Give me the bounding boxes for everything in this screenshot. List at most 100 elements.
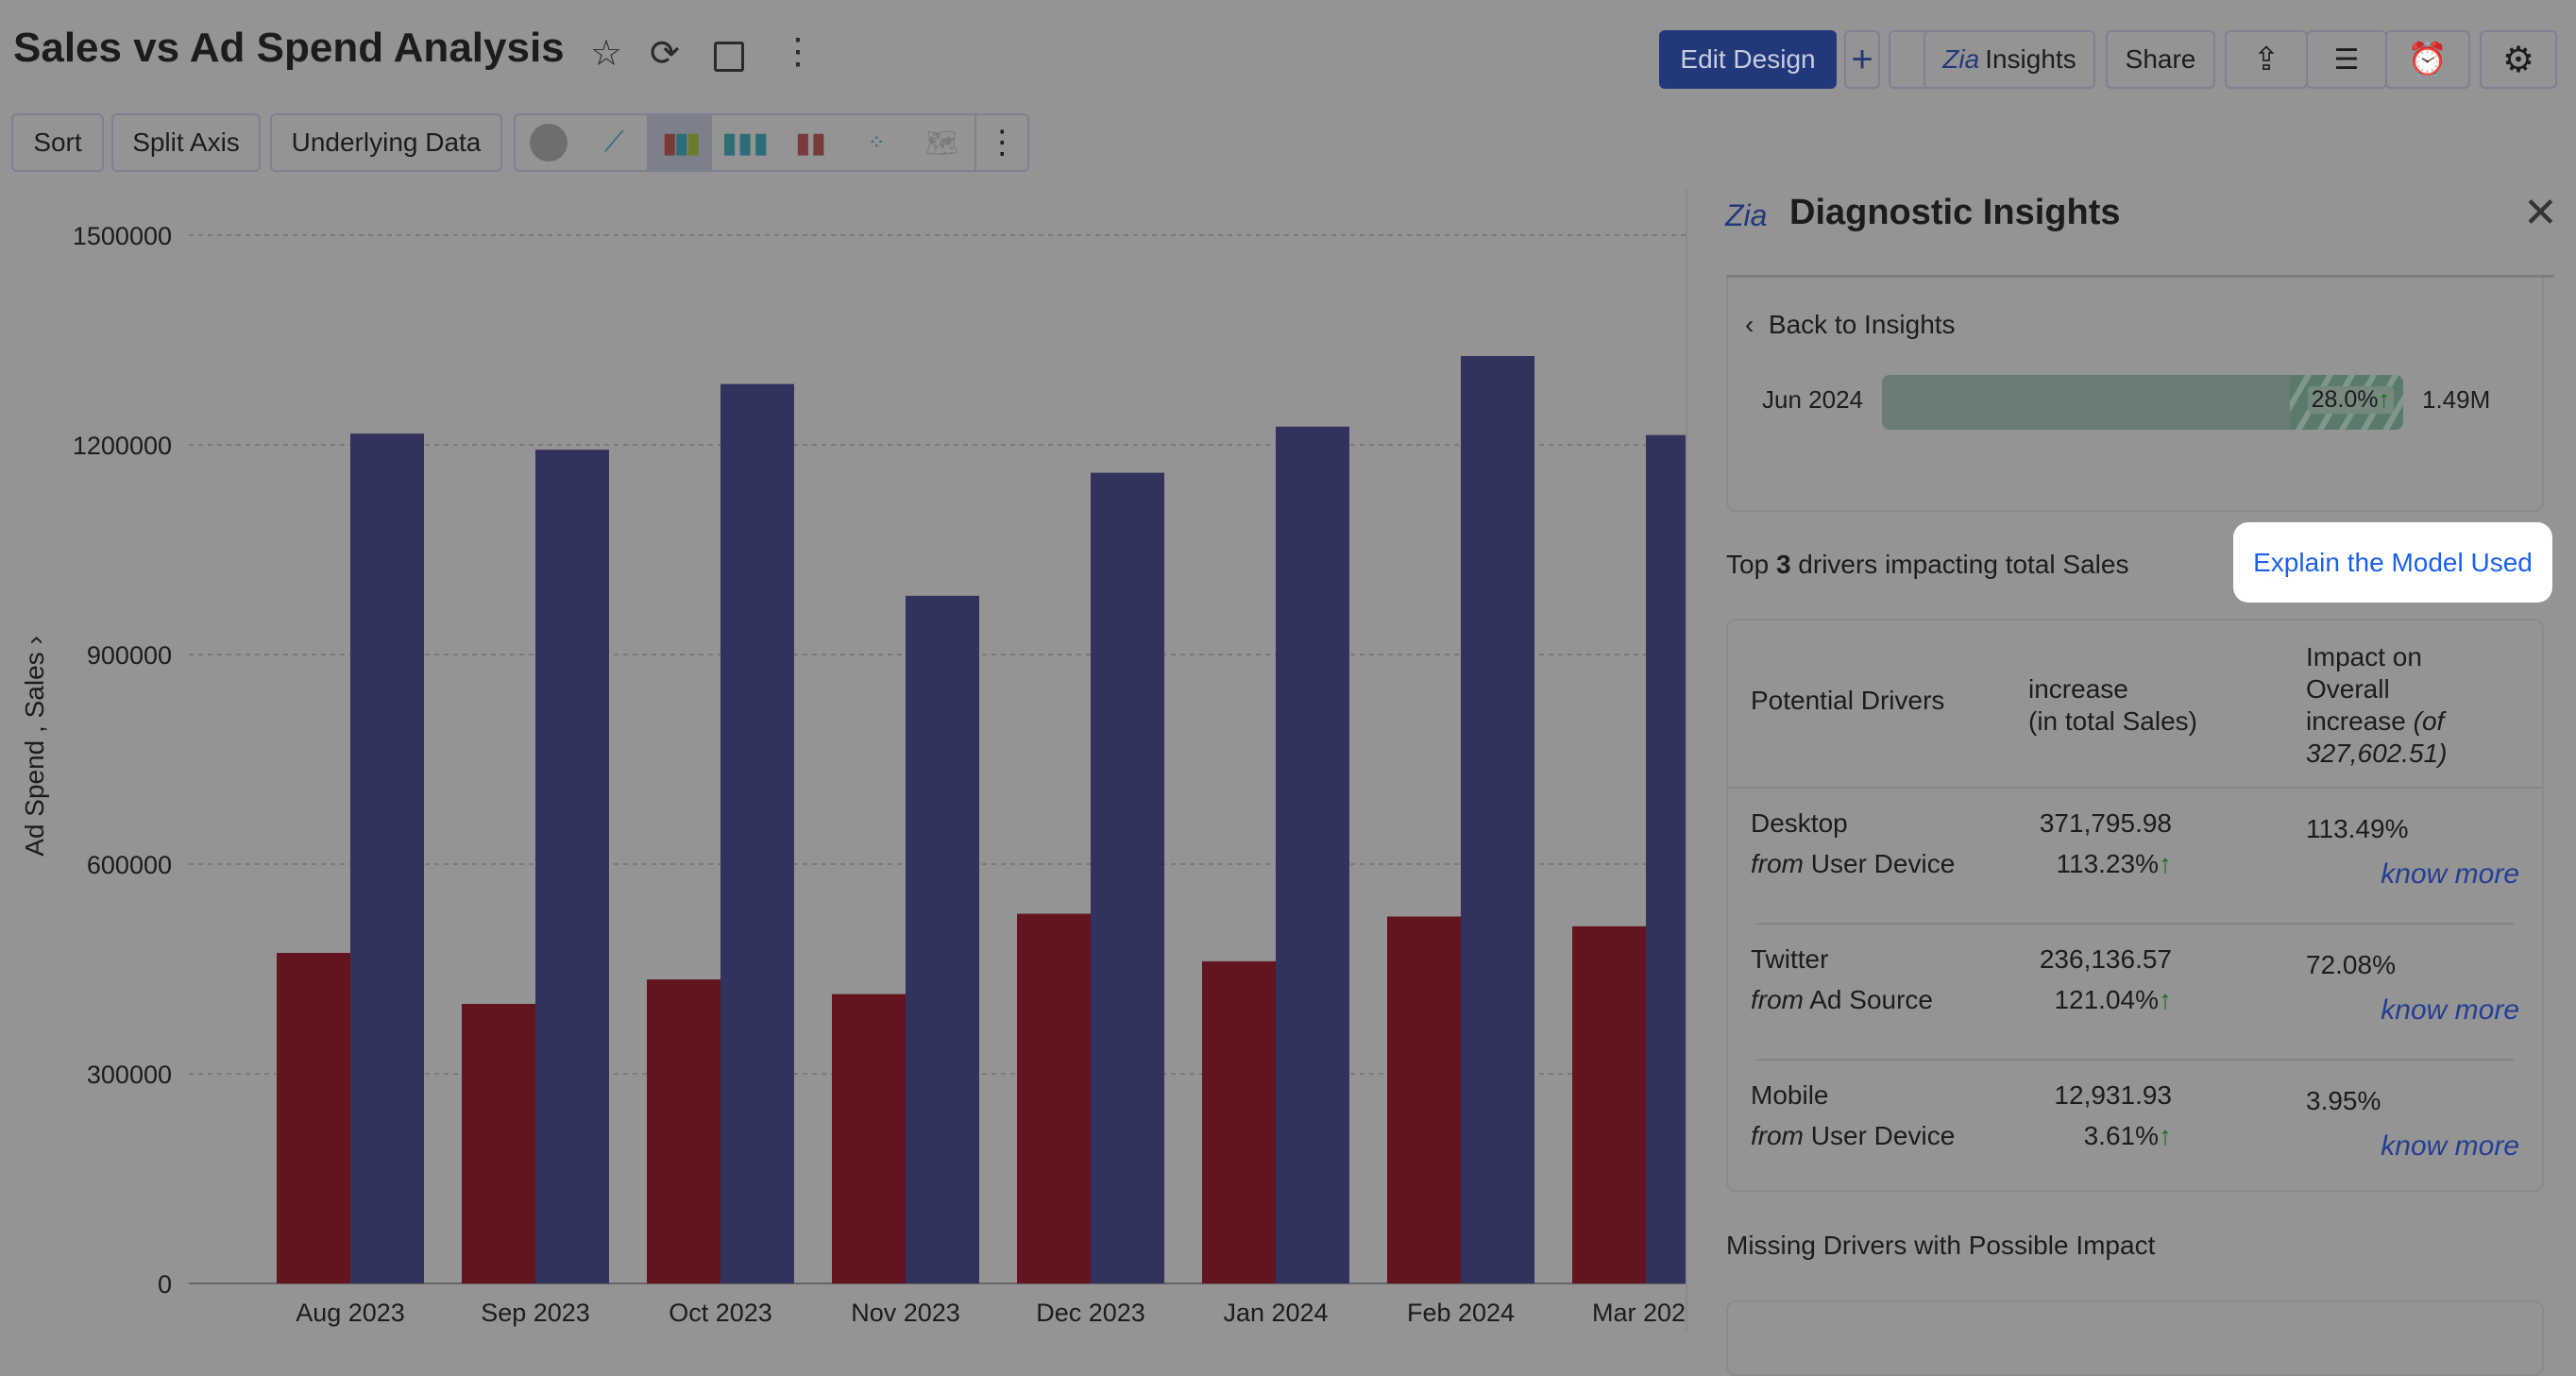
close-icon[interactable]: ✕ <box>2523 190 2558 236</box>
diagnostic-insights-panel: Zia Diagnostic Insights ✕ ‹ Back to Insi… <box>1686 189 2576 1376</box>
chart-more-icon[interactable]: ⋮ <box>974 115 1027 170</box>
up-arrow-icon: ↑ <box>2378 386 2391 413</box>
driver-name: Mobile <box>1751 1080 1829 1110</box>
driver-amount: 12,931.93 <box>2054 1080 2172 1110</box>
driver-pct: 121.04%↑ <box>2054 985 2172 1014</box>
edit-design-button[interactable]: Edit Design <box>1659 30 1837 89</box>
header-divider <box>1728 787 2542 789</box>
save-icon[interactable] <box>714 42 744 72</box>
divider <box>1726 275 2554 278</box>
up-arrow-icon: ↑ <box>2159 985 2172 1014</box>
zia-icon: Zia <box>1942 44 1980 74</box>
x-tick-label: Jan 2024 <box>1223 1299 1328 1327</box>
bar-chart: 0 300000 600000 900000 1200000 1500000 Ad Spen… <box>20 222 1686 1327</box>
refresh-icon[interactable]: ⟳ <box>650 34 680 74</box>
bar-sales <box>350 433 424 1283</box>
stacked-bar-icon[interactable]: ▮▮▮ <box>721 127 769 159</box>
bar-ad-spend <box>1017 913 1091 1283</box>
missing-drivers-card <box>1726 1300 2544 1376</box>
driver-impact: 3.95% <box>2306 1086 2381 1115</box>
y-tick-label: 0 <box>158 1270 172 1299</box>
know-more-link[interactable]: know more <box>2381 994 2519 1026</box>
bar-sales <box>535 450 609 1283</box>
bar-ad-spend <box>647 979 720 1283</box>
y-tick-label: 1500000 <box>73 222 172 250</box>
bar-sales <box>1646 434 1686 1283</box>
driver-pct: 113.23%↑ <box>2056 849 2172 878</box>
row-divider <box>1756 1059 2514 1061</box>
drivers-table: Potential Drivers increase (in total Sale… <box>1726 619 2544 1192</box>
x-tick-label: Oct 2023 <box>669 1299 772 1327</box>
bar-chart-icon[interactable]: ▮▮▮ <box>646 115 713 170</box>
drivers-heading: Top 3 drivers impacting total Sales <box>1726 550 2129 579</box>
report-title: Sales vs Ad Spend Analysis <box>13 25 565 71</box>
driver-impact: 72.08% <box>2306 950 2396 979</box>
line-chart-icon[interactable]: ⟋ <box>603 127 624 158</box>
scatter-chart-icon[interactable]: ⁘ <box>867 130 886 154</box>
driver-amount: 236,136.57 <box>2039 944 2172 974</box>
export-icon[interactable]: ⇪ <box>2225 30 2308 89</box>
chart-type-switcher: ⟋ ▮▮▮ ▮▮▮ ▮▮ ⁘ 🗺 ⋮ <box>514 113 1029 172</box>
map-chart-icon[interactable]: 🗺 <box>924 127 959 158</box>
period-pct-label: 28.0%↑ <box>2307 386 2394 414</box>
settings-gear-icon[interactable]: ⚙ <box>2480 30 2557 89</box>
bar-ad-spend <box>1202 960 1276 1283</box>
bar-sales <box>1276 426 1349 1283</box>
bar-ad-spend <box>277 952 350 1283</box>
driver-pct: 3.61%↑ <box>2083 1121 2172 1150</box>
col-header-increase: increase (in total Sales) <box>2028 674 2197 736</box>
zia-icon: Zia <box>1725 198 1768 232</box>
missing-drivers-heading: Missing Drivers with Possible Impact <box>1726 1231 2156 1260</box>
back-to-insights-link[interactable]: ‹ Back to Insights <box>1745 310 1956 339</box>
bar-sales <box>1461 356 1534 1283</box>
bar-ad-spend <box>1387 916 1461 1283</box>
comment-icon[interactable]: ☰ <box>2306 30 2387 89</box>
bar-sales <box>720 383 794 1283</box>
bar-sales <box>906 595 979 1283</box>
know-more-link[interactable]: know more <box>2381 858 2519 890</box>
more-vertical-icon[interactable]: ⋮ <box>780 32 816 72</box>
period-card: ‹ Back to Insights Jun 2024 28.0%↑ 28.0%… <box>1726 278 2544 512</box>
up-arrow-icon: ↑ <box>2159 849 2172 878</box>
period-bar-full: 28.0%↑ <box>1882 375 2403 430</box>
driver-source: from Ad Source <box>1751 985 1933 1014</box>
col-header-drivers: Potential Drivers <box>1751 686 1945 715</box>
x-tick-label: Feb 2024 <box>1407 1299 1515 1327</box>
x-tick-label: Mar 2024 <box>1592 1299 1686 1327</box>
bar-ad-spend <box>832 994 906 1283</box>
underlying-data-button[interactable]: Underlying Data <box>270 113 502 172</box>
y-tick-label: 1200000 <box>73 432 172 460</box>
x-tick-label: Nov 2023 <box>851 1299 960 1327</box>
x-tick-label: Dec 2023 <box>1036 1299 1145 1327</box>
explain-model-button[interactable]: Explain the Model Used <box>2233 522 2552 603</box>
star-icon[interactable]: ☆ <box>590 34 623 74</box>
bar-ad-spend <box>462 1004 535 1283</box>
y-tick-label: 300000 <box>87 1061 172 1089</box>
period-value: 1.49M <box>2422 385 2491 414</box>
alarm-icon[interactable]: ⏰ <box>2385 30 2470 89</box>
insights-button[interactable]: Zia Insights <box>1924 30 2095 89</box>
add-button[interactable]: + <box>1844 30 1880 89</box>
combo-chart-icon[interactable]: ▮▮ <box>795 127 827 159</box>
row-divider <box>1756 923 2514 925</box>
up-arrow-icon: ↑ <box>2159 1121 2172 1150</box>
y-tick-label: 900000 <box>87 641 172 670</box>
driver-name: Desktop <box>1751 808 1848 838</box>
period-label: Jun 2024 <box>1762 385 1863 414</box>
split-axis-button[interactable]: Split Axis <box>111 113 261 172</box>
sort-button[interactable]: Sort <box>11 113 104 172</box>
y-axis-label: Ad Spend , Sales › <box>20 636 49 856</box>
y-tick-label: 600000 <box>87 851 172 879</box>
pct-text: 28.0% <box>2311 386 2379 413</box>
share-button[interactable]: Share <box>2106 30 2215 89</box>
bar-ad-spend <box>1572 926 1646 1283</box>
back-label: Back to Insights <box>1768 310 1956 339</box>
panel-title: Diagnostic Insights <box>1789 193 2121 232</box>
driver-name: Twitter <box>1751 944 1829 974</box>
x-tick-label: Sep 2023 <box>481 1299 590 1327</box>
pie-chart-icon[interactable] <box>516 115 581 170</box>
insights-label: Insights <box>1985 44 2076 74</box>
know-more-link[interactable]: know more <box>2381 1130 2519 1162</box>
driver-source: from User Device <box>1751 849 1956 878</box>
bar-sales <box>1091 472 1164 1284</box>
